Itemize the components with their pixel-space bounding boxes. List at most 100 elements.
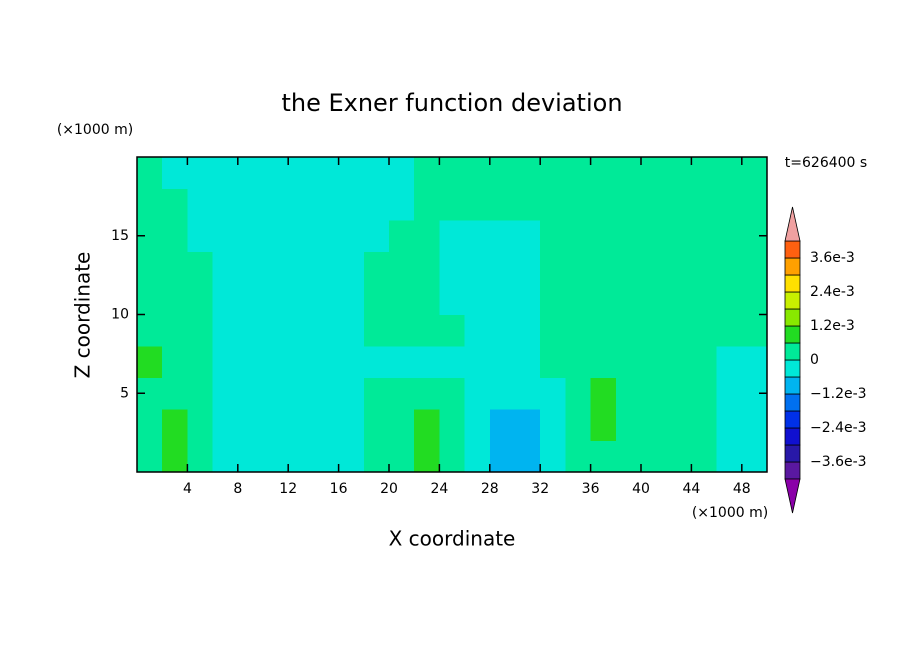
field-cell — [741, 409, 768, 442]
field-cell — [313, 157, 340, 190]
field-cell — [187, 440, 214, 473]
field-cell — [439, 314, 466, 347]
field-cell — [313, 220, 340, 253]
field-cell — [162, 251, 188, 284]
field-cell — [263, 283, 289, 316]
field-cell — [389, 283, 415, 316]
x-tick-label: 12 — [279, 481, 297, 497]
field-cell — [389, 188, 415, 221]
field-cell — [615, 283, 642, 316]
field-cell — [489, 188, 516, 221]
y-tick-label: 5 — [120, 385, 129, 401]
field-cell — [439, 251, 466, 284]
field-cell — [716, 251, 743, 284]
field-cell — [615, 188, 642, 221]
field-cell — [237, 220, 264, 253]
field-cell — [489, 377, 516, 410]
field-cell — [212, 346, 239, 379]
field-cell — [137, 440, 163, 473]
field-cell — [263, 157, 289, 190]
field-cell — [187, 188, 214, 221]
colorbar-segment — [784, 257, 801, 276]
field-cell — [691, 409, 718, 442]
field-cell — [691, 188, 718, 221]
field-cell — [691, 283, 718, 316]
field-cell — [414, 251, 440, 284]
field-cell — [162, 440, 188, 473]
field-cell — [641, 220, 667, 253]
x-tick-label: 24 — [430, 481, 448, 497]
field-cell — [212, 377, 239, 410]
field-cell — [237, 157, 264, 190]
field-cell — [439, 377, 466, 410]
field-cell — [540, 440, 566, 473]
field-cell — [389, 346, 415, 379]
x-tick-label: 40 — [632, 481, 650, 497]
y-tick-label: 10 — [111, 307, 129, 323]
field-cell — [741, 346, 768, 379]
field-cell — [137, 251, 163, 284]
field-cell — [237, 409, 264, 442]
x-tick-label: 32 — [531, 481, 549, 497]
field-cell — [263, 440, 289, 473]
field-cell — [212, 314, 239, 347]
field-cell — [666, 188, 692, 221]
field-cell — [515, 220, 541, 253]
field-cell — [288, 283, 314, 316]
field-cell — [666, 283, 692, 316]
field-cell — [313, 409, 340, 442]
field-cell — [187, 220, 214, 253]
colorbar-label: 1.2e-3 — [810, 318, 855, 334]
field-cell — [615, 440, 642, 473]
field-cell — [615, 377, 642, 410]
field-cell — [464, 157, 491, 190]
field-cell — [590, 409, 617, 442]
field-cell — [212, 409, 239, 442]
field-cell — [641, 314, 667, 347]
field-cell — [389, 314, 415, 347]
field-cell — [716, 283, 743, 316]
field-cell — [288, 409, 314, 442]
field-cell — [489, 220, 516, 253]
field-cell — [414, 220, 440, 253]
field-cell — [187, 409, 214, 442]
field-cell — [237, 251, 264, 284]
colorbar-segment — [784, 461, 801, 480]
colorbar-segment — [784, 444, 801, 463]
field-cell — [641, 251, 667, 284]
field-cell — [313, 377, 340, 410]
colorbar-segment — [784, 376, 801, 395]
field-cell — [741, 283, 768, 316]
y-unit: (×1000 m) — [57, 122, 133, 138]
chart-title: the Exner function deviation — [281, 89, 622, 117]
field-cell — [489, 283, 516, 316]
field-cell — [263, 220, 289, 253]
colorbar-label: −1.2e-3 — [810, 386, 867, 402]
y-axis-label: Z coordinate — [71, 252, 95, 379]
field-cell — [162, 157, 188, 190]
colorbar-segment — [784, 325, 801, 344]
field-cell — [565, 346, 592, 379]
field-cell — [288, 220, 314, 253]
field-cell — [338, 314, 365, 347]
field-cell — [338, 251, 365, 284]
field-cell — [540, 314, 566, 347]
field-cell — [237, 440, 264, 473]
field-cell — [363, 220, 390, 253]
field-cell — [414, 346, 440, 379]
colorbar-over — [784, 206, 801, 242]
time-annotation: t=626400 s — [785, 155, 867, 171]
field-cell — [162, 346, 188, 379]
field-cell — [565, 220, 592, 253]
field-cell — [288, 188, 314, 221]
field-cell — [162, 314, 188, 347]
field-cell — [414, 409, 440, 442]
field-cell — [237, 314, 264, 347]
field-cell — [691, 220, 718, 253]
field-cell — [515, 440, 541, 473]
field-cell — [716, 157, 743, 190]
field-cell — [515, 251, 541, 284]
field-cell — [313, 346, 340, 379]
field-cell — [515, 157, 541, 190]
field-cell — [313, 188, 340, 221]
